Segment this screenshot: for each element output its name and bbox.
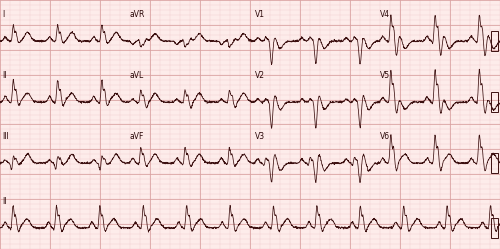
Bar: [491, 31, 498, 51]
Text: V1: V1: [254, 10, 264, 19]
Text: V5: V5: [380, 71, 390, 80]
Text: aVR: aVR: [130, 10, 145, 19]
Text: aVF: aVF: [130, 132, 144, 141]
Bar: [491, 153, 498, 173]
Text: III: III: [2, 132, 9, 141]
Text: II: II: [2, 197, 6, 206]
Bar: [491, 92, 498, 112]
Text: V4: V4: [380, 10, 390, 19]
Text: II: II: [2, 71, 6, 80]
Text: I: I: [2, 10, 4, 19]
Text: V3: V3: [254, 132, 264, 141]
Text: V2: V2: [254, 71, 264, 80]
Bar: [491, 218, 498, 238]
Text: V6: V6: [380, 132, 390, 141]
Text: aVL: aVL: [130, 71, 144, 80]
